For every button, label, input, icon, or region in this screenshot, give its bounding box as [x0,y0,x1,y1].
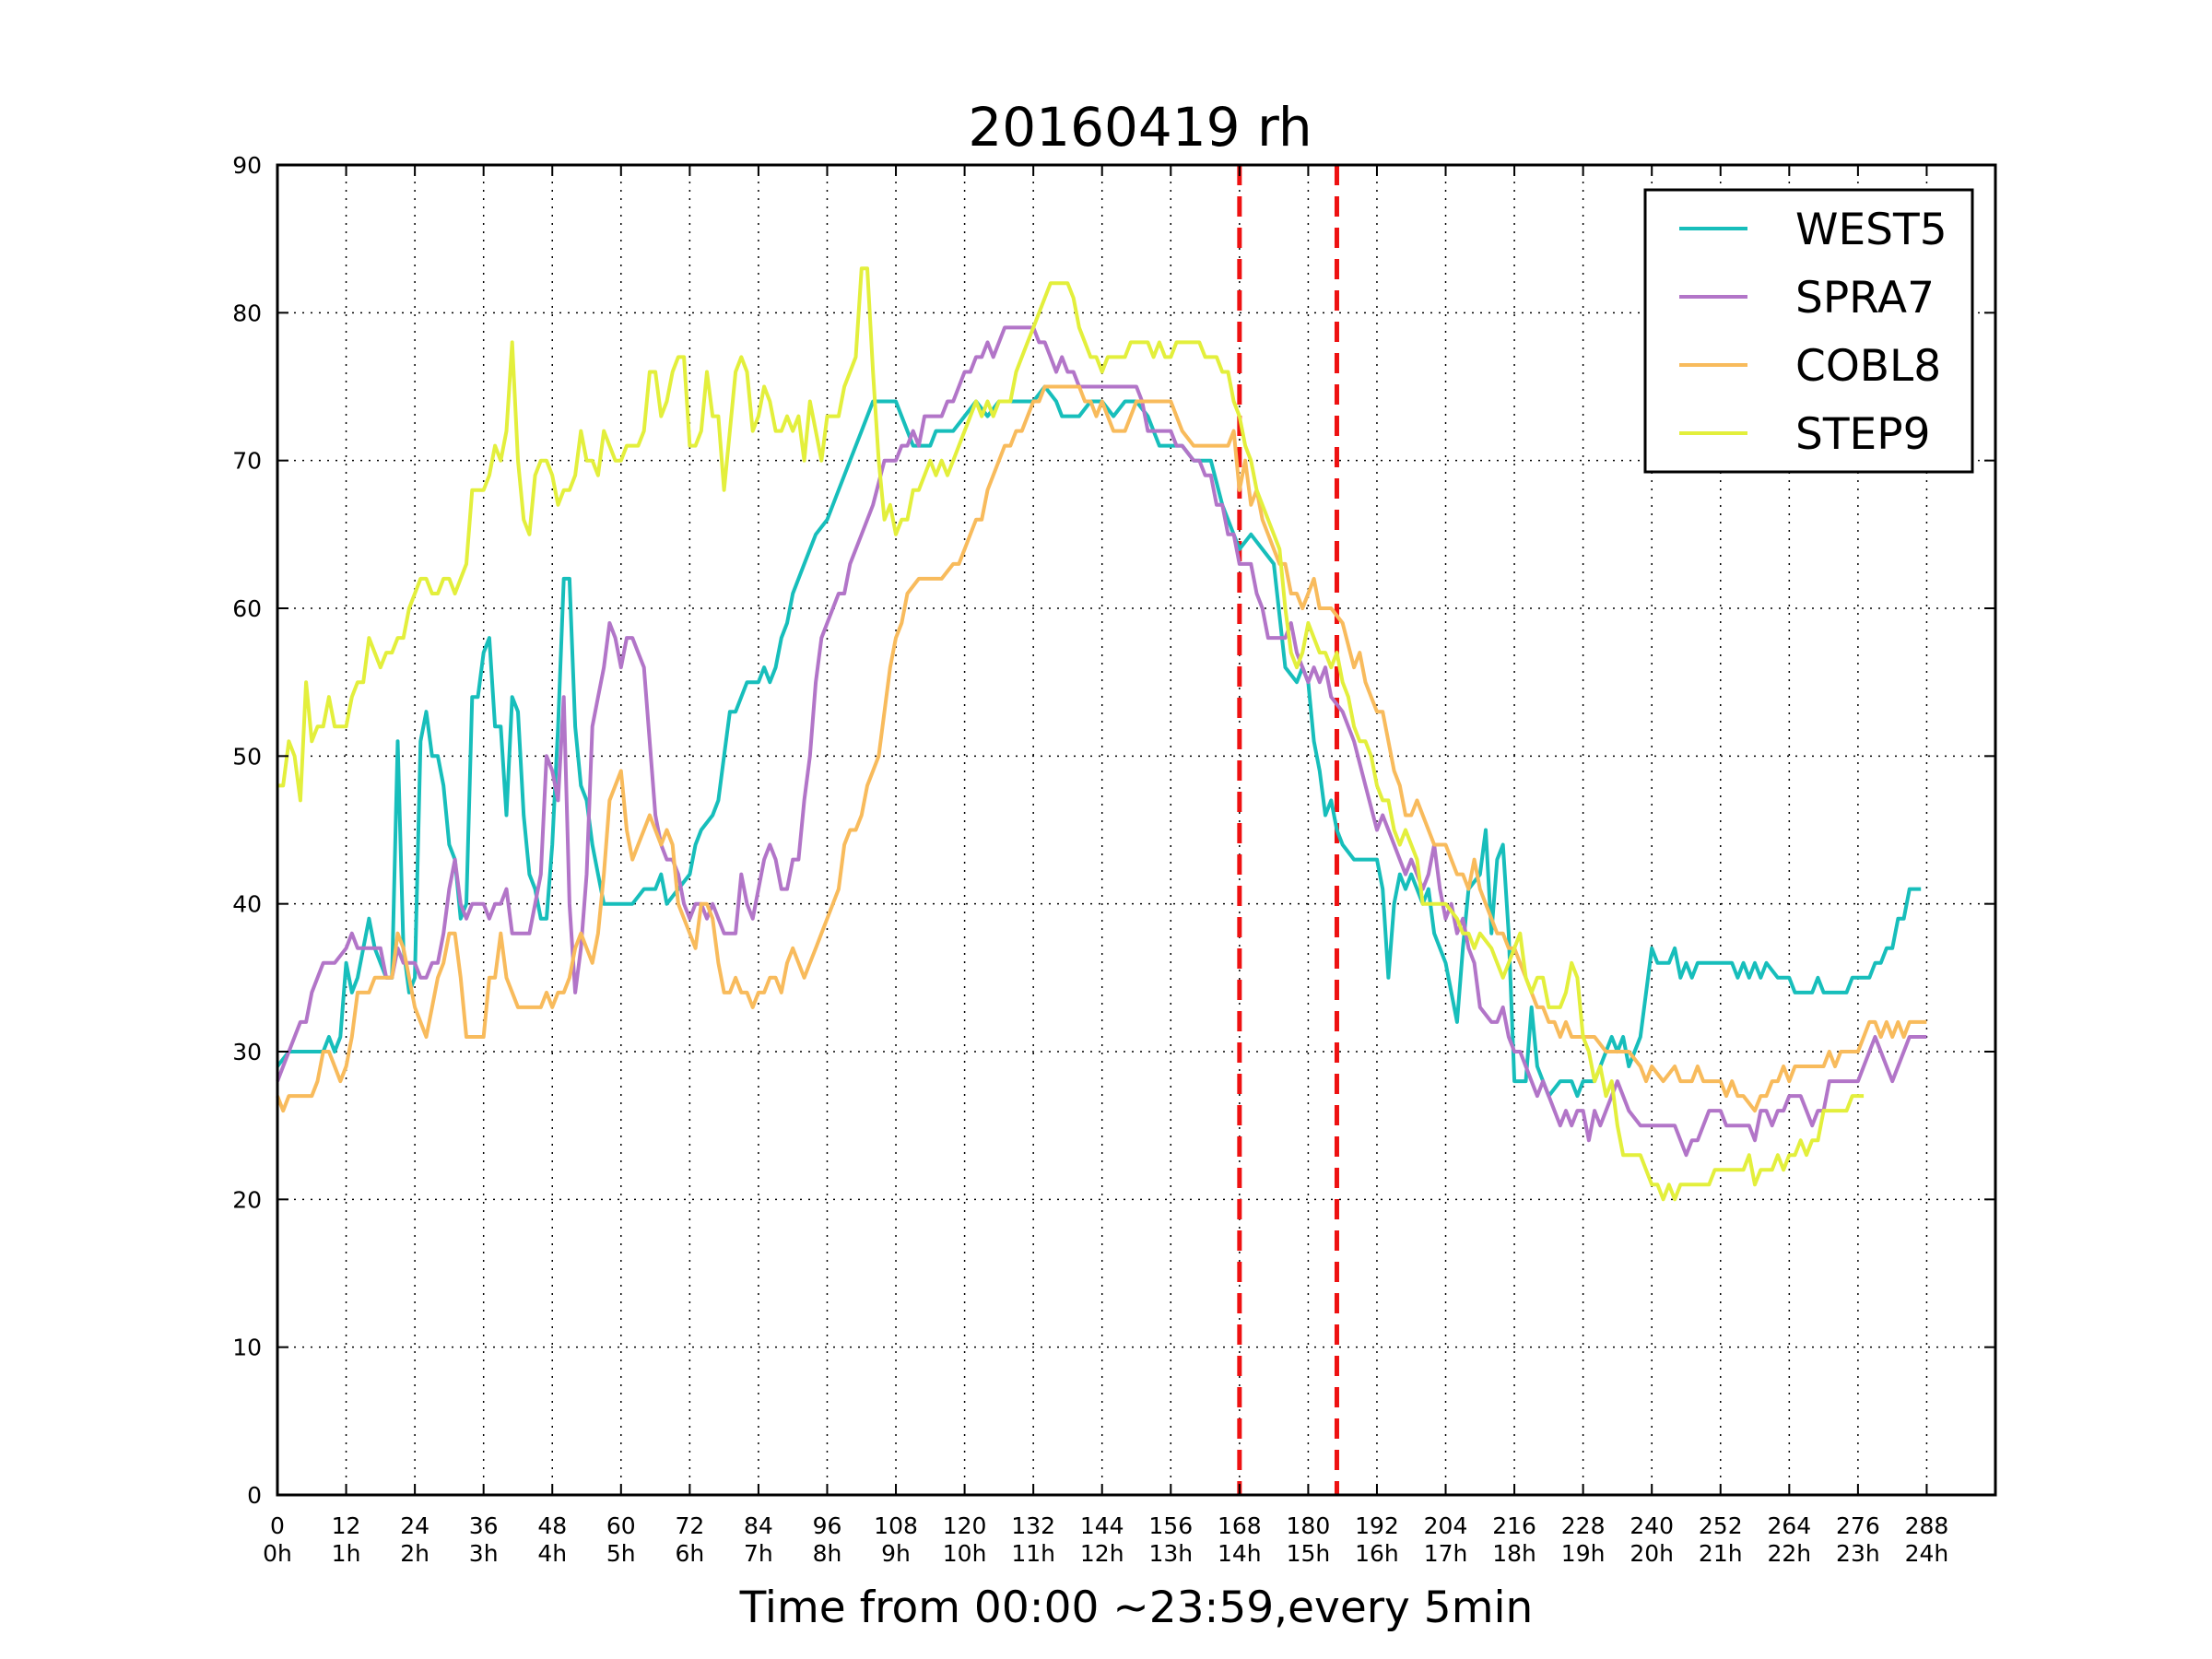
x-tick-hour-label: 24h [1905,1540,1949,1567]
x-tick-label: 192 [1355,1512,1399,1539]
x-tick-hour-label: 12h [1080,1540,1124,1567]
x-tick-label: 252 [1699,1512,1743,1539]
x-tick-label: 120 [943,1512,987,1539]
x-tick-label: 144 [1080,1512,1124,1539]
x-tick-hour-label: 13h [1148,1540,1193,1567]
legend: WEST5 SPRA7 COBL8 STEP9 [1643,188,1974,474]
x-tick-label: 240 [1630,1512,1674,1539]
x-tick-hour-label: 23h [1836,1540,1880,1567]
y-tick-label: 10 [232,1335,262,1361]
series-line-step9 [277,266,1865,1202]
x-tick-hour-label: 1h [332,1540,361,1567]
series-line-spra7 [276,325,1927,1158]
x-tick-label: 168 [1218,1512,1262,1539]
legend-label: WEST5 [1795,205,1947,255]
x-tick-label: 0 [270,1512,285,1539]
x-tick-label: 72 [675,1512,704,1539]
y-tick-label: 80 [232,300,262,326]
x-tick-hour-label: 10h [943,1540,987,1567]
x-tick-label: 288 [1905,1512,1949,1539]
legend-box [1643,188,1974,474]
y-tick-label: 60 [232,595,262,622]
x-tick-label: 24 [400,1512,429,1539]
x-tick-label: 276 [1836,1512,1880,1539]
x-tick-hour-label: 19h [1561,1540,1606,1567]
x-tick-label: 180 [1287,1512,1331,1539]
y-tick-label: 40 [232,891,262,918]
x-tick-hour-label: 2h [400,1540,429,1567]
x-tick-label: 84 [744,1512,773,1539]
x-axis-label: Time from 00:00 ~23:59,every 5min [739,1583,1534,1633]
x-tick-label: 96 [813,1512,842,1539]
x-tick-hour-label: 11h [1011,1540,1055,1567]
x-tick-label: 12 [332,1512,361,1539]
legend-label: STEP9 [1795,409,1931,460]
x-tick-hour-label: 20h [1630,1540,1674,1567]
x-tick-hour-label: 9h [881,1540,911,1567]
x-tick-hour-label: 22h [1767,1540,1811,1567]
x-tick-hour-label: 14h [1218,1540,1262,1567]
plot-frame [276,163,1997,1497]
legend-label: COBL8 [1795,341,1941,392]
x-tick-hour-label: 3h [469,1540,499,1567]
x-tick-label: 132 [1011,1512,1055,1539]
x-tick-hour-label: 16h [1355,1540,1399,1567]
x-tick-label: 156 [1148,1512,1193,1539]
x-tick-hour-label: 18h [1492,1540,1536,1567]
x-tick-hour-label: 4h [537,1540,567,1567]
y-tick-label: 90 [232,152,262,179]
x-tick-label: 228 [1561,1512,1606,1539]
x-tick-hour-label: 15h [1287,1540,1331,1567]
legend-items: WEST5 SPRA7 COBL8 STEP9 [1679,205,1947,460]
legend-label: SPRA7 [1795,273,1935,324]
x-tick-label: 204 [1424,1512,1468,1539]
x-tick-label: 216 [1492,1512,1536,1539]
y-tick-label: 20 [232,1186,262,1213]
y-tick-label: 70 [232,448,262,475]
series-line-west5 [276,384,1922,1099]
x-tick-label: 264 [1767,1512,1811,1539]
x-tick-label: 60 [606,1512,636,1539]
x-tick-hour-label: 17h [1424,1540,1468,1567]
x-tick-hour-label: 21h [1699,1540,1743,1567]
x-tick-hour-label: 7h [744,1540,773,1567]
axis-ticks: 00h121h242h363h484h605h726h847h968h1089h… [232,152,1995,1567]
chart-title: 20160419 rh [968,96,1312,159]
y-tick-label: 50 [232,743,262,770]
x-tick-label: 48 [537,1512,567,1539]
x-tick-hour-label: 6h [675,1540,704,1567]
y-tick-label: 30 [232,1039,262,1065]
x-tick-label: 36 [469,1512,499,1539]
series-line-cobl8 [276,384,1927,1113]
x-tick-hour-label: 5h [606,1540,636,1567]
x-tick-hour-label: 8h [813,1540,842,1567]
x-tick-hour-label: 0h [263,1540,292,1567]
series-lines [276,266,1927,1202]
y-tick-label: 0 [247,1482,262,1509]
x-tick-label: 108 [874,1512,918,1539]
